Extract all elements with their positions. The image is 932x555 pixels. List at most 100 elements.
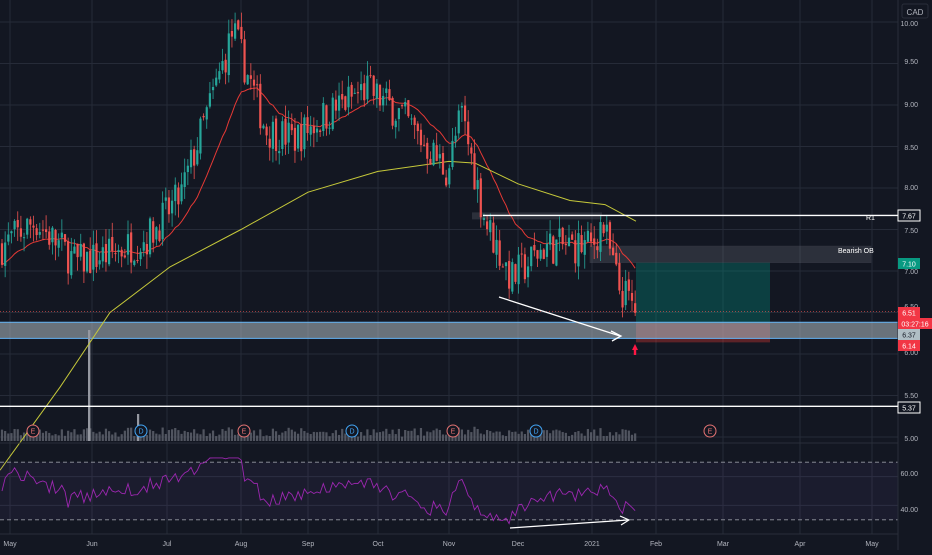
candle-body bbox=[564, 244, 567, 246]
candle-body bbox=[589, 232, 593, 242]
volume-bar bbox=[523, 434, 526, 441]
volume-bar bbox=[26, 431, 29, 441]
volume-bar bbox=[199, 434, 202, 441]
volume-bar bbox=[526, 429, 530, 441]
time-tick: Feb bbox=[650, 541, 662, 548]
divergence-arrow-rsi[interactable] bbox=[509, 519, 629, 529]
earnings-marker-icon[interactable] bbox=[446, 424, 460, 438]
price-badge-stop[interactable] bbox=[898, 340, 920, 351]
candle-body bbox=[136, 260, 139, 262]
candle-body bbox=[504, 262, 508, 267]
candle-body bbox=[470, 147, 473, 154]
price-axis[interactable]: CAD 10.00 9.50 9.00 8.50 8.00 7.50 7.00 … bbox=[897, 3, 932, 514]
time-axis[interactable]: May Jun Jul Aug Sep Oct Nov Dec 2021 Feb… bbox=[3, 541, 879, 548]
countdown-badge[interactable] bbox=[898, 318, 932, 329]
volume-bar bbox=[476, 429, 479, 441]
candle-body bbox=[454, 135, 457, 142]
candle-body bbox=[16, 219, 19, 228]
volume-bar bbox=[19, 435, 22, 441]
volume-bar bbox=[520, 431, 523, 441]
volume-bar bbox=[183, 430, 186, 441]
candle-body bbox=[22, 237, 26, 239]
volume-bar bbox=[366, 429, 369, 441]
candle-body bbox=[347, 86, 350, 108]
dividend-marker-icon[interactable] bbox=[529, 424, 543, 438]
price-tick: 8.50 bbox=[904, 145, 918, 152]
candle-body bbox=[501, 266, 504, 268]
price-badge-last[interactable] bbox=[898, 307, 920, 318]
price-badge-support[interactable] bbox=[897, 401, 921, 414]
volume-bar bbox=[152, 430, 155, 441]
candle-body bbox=[246, 75, 249, 85]
volume-bar bbox=[79, 434, 82, 441]
price-badge-target[interactable] bbox=[898, 258, 920, 269]
volume-bar bbox=[145, 435, 148, 441]
volume-bar bbox=[108, 431, 111, 441]
volume-bar bbox=[489, 431, 492, 441]
volume-bar bbox=[460, 429, 463, 441]
candle-body bbox=[274, 118, 278, 151]
time-tick: 2021 bbox=[584, 541, 600, 548]
volume-bar bbox=[29, 436, 32, 441]
candle-body bbox=[495, 239, 498, 255]
volume-bar bbox=[549, 433, 552, 441]
earnings-marker-icon[interactable] bbox=[26, 424, 40, 438]
volume-bar bbox=[404, 430, 407, 441]
volume-bar bbox=[41, 432, 45, 441]
volume-bar bbox=[423, 435, 426, 441]
volume-bar bbox=[558, 430, 561, 441]
candle-body bbox=[630, 292, 634, 301]
volume-bar bbox=[580, 433, 583, 441]
volume-bar bbox=[407, 430, 410, 441]
buy-signal-arrow-icon[interactable] bbox=[632, 344, 638, 355]
support-zone[interactable] bbox=[0, 322, 898, 339]
price-badge-label: 6.51 bbox=[902, 311, 916, 318]
volume-bar bbox=[164, 433, 167, 441]
candle-body bbox=[297, 124, 300, 149]
candle-body bbox=[322, 102, 325, 132]
price-badge-label: 5.37 bbox=[902, 406, 916, 413]
candle-body bbox=[161, 202, 164, 240]
earnings-marker-icon[interactable] bbox=[703, 424, 717, 438]
candle-body bbox=[388, 89, 391, 101]
volume-bar bbox=[618, 434, 621, 441]
dividend-marker-icon[interactable] bbox=[134, 424, 148, 438]
candle-body bbox=[558, 228, 561, 237]
price-badge-r1[interactable] bbox=[897, 209, 921, 222]
time-tick: Aug bbox=[235, 541, 248, 548]
candle-body bbox=[561, 227, 564, 245]
candle-body bbox=[486, 221, 489, 230]
currency-badge[interactable] bbox=[901, 3, 929, 19]
candle-body bbox=[605, 224, 608, 232]
divergence-arrow-price[interactable] bbox=[498, 296, 621, 337]
price-badge-label: 7.10 bbox=[902, 262, 916, 269]
candle-body bbox=[511, 262, 514, 292]
target-zone[interactable] bbox=[636, 262, 770, 324]
candle-body bbox=[243, 39, 246, 83]
volume-bar bbox=[63, 435, 67, 441]
time-tick: Apr bbox=[795, 541, 807, 548]
candle-body bbox=[224, 59, 227, 73]
volume-bar bbox=[16, 429, 19, 441]
earnings-marker-icon[interactable] bbox=[237, 424, 251, 438]
price-badge-entry[interactable] bbox=[898, 329, 920, 340]
candle-body bbox=[306, 117, 309, 133]
candle-body bbox=[410, 118, 413, 120]
volume-bar bbox=[249, 432, 252, 441]
candle-body bbox=[57, 240, 60, 248]
volume-bar bbox=[117, 436, 120, 441]
volume-bar bbox=[142, 433, 145, 441]
dividend-marker-icon[interactable] bbox=[345, 424, 359, 438]
bearish-ob-zone[interactable] bbox=[589, 245, 872, 264]
candle-body bbox=[523, 254, 526, 280]
candle-body bbox=[237, 20, 240, 30]
candle-body bbox=[353, 92, 356, 94]
r1-label[interactable]: R1 bbox=[866, 215, 875, 222]
bearish-ob-label[interactable]: Bearish OB bbox=[838, 248, 874, 255]
candle-body bbox=[130, 232, 133, 263]
candle-body bbox=[193, 149, 196, 166]
candle-body bbox=[542, 249, 545, 259]
